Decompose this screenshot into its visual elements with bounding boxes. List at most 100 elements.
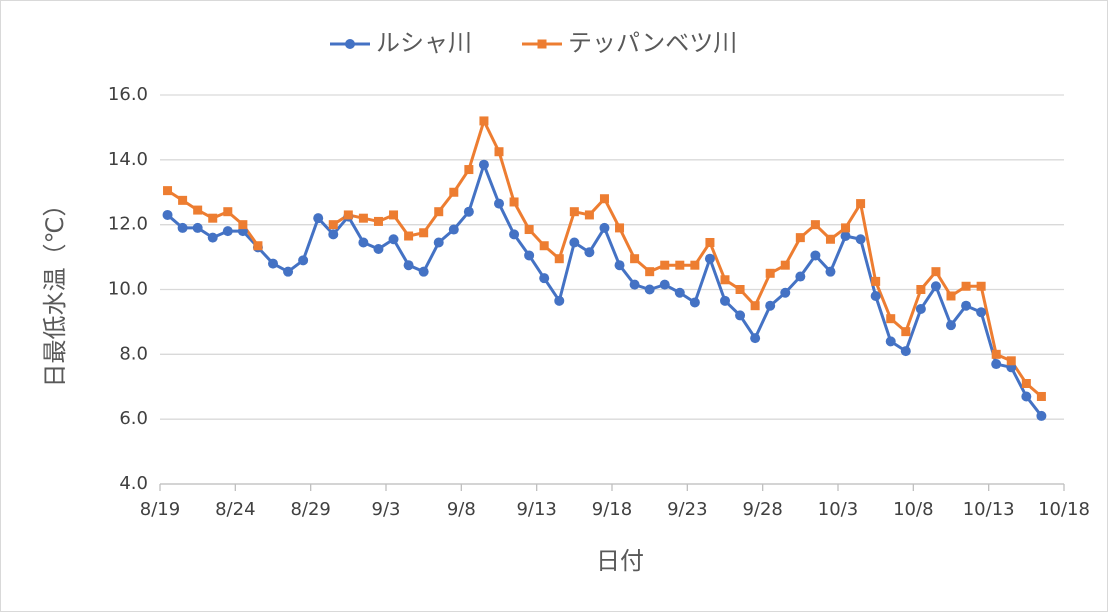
data-point xyxy=(313,213,324,224)
data-point xyxy=(163,186,173,196)
data-point xyxy=(494,198,504,209)
data-point xyxy=(690,260,700,270)
data-point xyxy=(946,320,956,331)
data-point xyxy=(328,220,338,230)
data-point xyxy=(358,237,369,248)
data-point xyxy=(704,253,715,264)
legend-text: テッパンベツ川 xyxy=(568,29,737,57)
data-point xyxy=(328,229,339,240)
data-point xyxy=(840,231,851,242)
data-point xyxy=(584,210,594,220)
data-point xyxy=(946,291,956,301)
x-axis-title: 日付 xyxy=(596,547,644,575)
data-point xyxy=(449,187,459,197)
y-tick-label: 16.0 xyxy=(108,84,148,105)
data-point xyxy=(539,241,549,251)
data-point xyxy=(1036,391,1046,401)
data-point xyxy=(509,197,519,207)
data-point xyxy=(614,260,625,271)
data-point xyxy=(1036,410,1047,421)
data-point xyxy=(434,207,444,217)
data-point xyxy=(464,165,474,175)
data-point xyxy=(584,247,595,258)
data-point xyxy=(389,210,399,220)
data-point xyxy=(479,116,489,126)
data-point xyxy=(841,223,851,233)
data-point xyxy=(976,307,987,318)
y-tick-label: 4.0 xyxy=(119,473,148,494)
data-point xyxy=(1021,379,1031,389)
data-point xyxy=(433,237,444,248)
data-point xyxy=(675,260,685,270)
x-tick-label: 8/19 xyxy=(140,499,180,520)
data-point xyxy=(825,266,836,277)
data-point xyxy=(630,254,640,264)
data-point xyxy=(283,266,294,277)
x-tick-label: 10/18 xyxy=(1038,499,1090,520)
data-point xyxy=(478,159,489,170)
y-tick-label: 14.0 xyxy=(108,149,148,170)
data-point xyxy=(388,234,399,245)
data-point xyxy=(569,237,580,248)
data-point xyxy=(222,226,233,237)
data-point xyxy=(825,234,835,244)
data-point xyxy=(494,147,504,157)
data-point xyxy=(765,268,775,278)
data-point xyxy=(645,267,655,277)
data-point xyxy=(870,290,881,301)
data-point xyxy=(705,237,715,247)
x-tick-label: 8/24 xyxy=(215,499,255,520)
data-point xyxy=(810,250,821,261)
data-point xyxy=(223,207,233,217)
data-point xyxy=(660,260,670,270)
y-tick-label: 8.0 xyxy=(119,343,148,364)
data-point xyxy=(1021,391,1032,402)
x-tick-label: 9/3 xyxy=(372,499,401,520)
data-point xyxy=(599,194,609,204)
legend-marker xyxy=(537,39,547,49)
data-point xyxy=(418,266,429,277)
data-point xyxy=(463,206,474,217)
data-point xyxy=(403,260,414,271)
data-point xyxy=(930,281,941,292)
data-point xyxy=(208,213,218,223)
data-point xyxy=(750,301,760,311)
data-point xyxy=(735,285,745,294)
data-point xyxy=(900,346,911,357)
data-point xyxy=(659,279,670,290)
data-point xyxy=(795,233,805,243)
data-point xyxy=(524,250,535,261)
data-point xyxy=(177,222,188,233)
data-point xyxy=(886,314,896,324)
x-tick-label: 9/28 xyxy=(742,499,782,520)
data-point xyxy=(855,234,866,245)
y-axis-title: 日最低水温（℃） xyxy=(41,193,69,388)
data-point xyxy=(961,281,971,291)
x-tick-label: 9/13 xyxy=(516,499,556,520)
data-point xyxy=(961,300,972,311)
data-point xyxy=(554,254,564,264)
x-tick-label: 9/23 xyxy=(667,499,707,520)
y-tick-label: 6.0 xyxy=(119,408,148,429)
data-point xyxy=(976,281,986,291)
data-point xyxy=(765,300,776,311)
data-point xyxy=(750,333,761,344)
data-point xyxy=(991,349,1001,359)
data-point xyxy=(615,223,625,233)
data-point xyxy=(268,258,278,269)
data-point xyxy=(373,216,383,226)
legend-text: ルシャ川 xyxy=(376,29,472,57)
x-tick-label: 8/29 xyxy=(290,499,330,520)
data-point xyxy=(192,222,203,233)
data-point xyxy=(720,275,730,285)
data-point xyxy=(193,205,203,215)
data-point xyxy=(674,287,685,298)
data-point xyxy=(795,271,806,282)
data-point xyxy=(524,225,534,235)
data-point xyxy=(916,285,926,294)
data-point xyxy=(419,228,429,238)
data-point xyxy=(901,327,911,337)
data-point xyxy=(689,297,700,308)
data-point xyxy=(1006,356,1016,366)
